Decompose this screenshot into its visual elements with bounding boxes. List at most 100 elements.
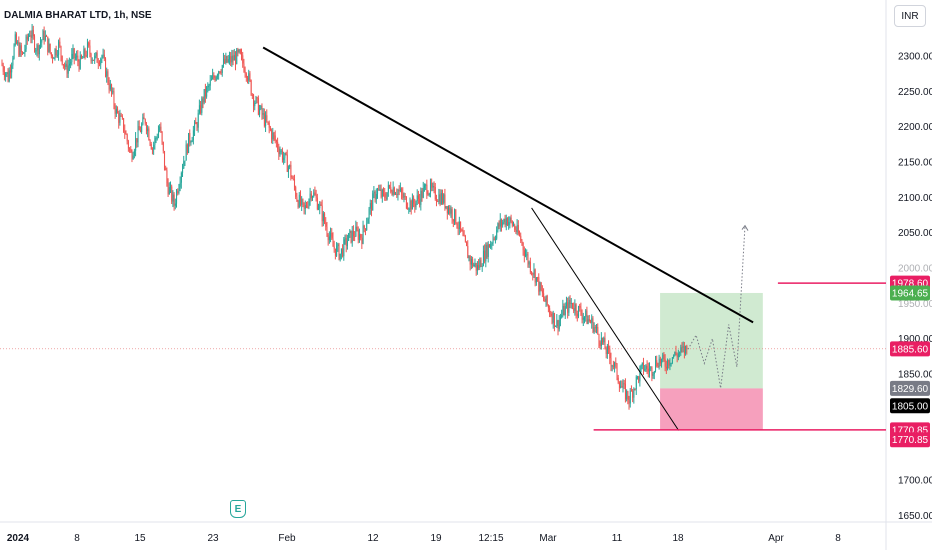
candle (485, 244, 487, 262)
target-zone[interactable] (660, 292, 763, 389)
candle (326, 226, 328, 235)
candle (662, 354, 664, 360)
candle (652, 374, 654, 376)
candle (579, 306, 581, 308)
candle (281, 150, 283, 161)
candle (18, 42, 20, 56)
candle (480, 260, 482, 267)
candle (209, 80, 211, 86)
candle (656, 360, 658, 367)
candle (476, 265, 478, 271)
y-tick-label: 2200.00 (898, 122, 932, 133)
candle (61, 55, 63, 65)
candle (315, 195, 317, 198)
candle (196, 124, 198, 128)
candle (203, 89, 205, 103)
candle (351, 230, 353, 243)
candle (242, 55, 244, 64)
candle (55, 48, 57, 56)
x-tick-label: 15 (134, 533, 146, 544)
candle (680, 347, 682, 353)
candle (79, 55, 81, 69)
candle (681, 347, 683, 349)
candle (325, 222, 327, 227)
candle (448, 207, 450, 214)
candle (277, 142, 279, 149)
candle (154, 138, 156, 145)
candle (397, 190, 399, 195)
candle (227, 59, 229, 63)
candle (220, 72, 222, 74)
candle (521, 240, 523, 243)
candle (508, 222, 510, 226)
candle (685, 345, 687, 354)
steep-trendline[interactable] (531, 207, 680, 431)
candle (333, 246, 335, 249)
candle (37, 45, 39, 55)
x-tick-label: 8 (835, 533, 841, 544)
candle (399, 188, 401, 191)
candle (91, 59, 93, 61)
candle (208, 85, 210, 87)
candle (670, 362, 672, 364)
candle (72, 48, 74, 54)
projection-path[interactable] (687, 225, 746, 389)
candle (355, 226, 357, 237)
candle (59, 41, 61, 47)
badge-1805 (890, 398, 930, 414)
candle (510, 217, 512, 222)
candle (87, 42, 89, 56)
badge-1829-label: 1829.60 (892, 384, 929, 395)
candle (484, 250, 486, 262)
candle (168, 187, 170, 195)
candle (434, 187, 436, 200)
badge-1885-label: 1885.60 (892, 344, 929, 355)
candle (439, 194, 441, 205)
candle (544, 298, 546, 302)
candle (647, 368, 649, 372)
candle (198, 105, 200, 114)
candle (173, 194, 175, 206)
candle (641, 362, 643, 366)
candle (488, 244, 490, 248)
candle (152, 149, 154, 151)
candle (74, 57, 76, 59)
candle (383, 189, 385, 194)
candle (560, 317, 562, 321)
currency-button[interactable]: INR (894, 5, 926, 27)
candle (528, 261, 530, 265)
candle (340, 248, 342, 254)
candle (522, 242, 524, 251)
candle (191, 140, 193, 143)
candle (82, 57, 84, 59)
candle (436, 199, 438, 202)
candle (337, 244, 339, 247)
candle (673, 355, 675, 358)
candle (396, 193, 398, 195)
candle (549, 308, 551, 314)
candle (262, 113, 264, 115)
candle (470, 258, 472, 265)
candle (635, 376, 637, 390)
descending-resistance[interactable] (262, 46, 754, 324)
candle (143, 117, 145, 120)
candle (661, 359, 663, 364)
candle (90, 53, 92, 61)
candle (487, 244, 489, 257)
y-tick-label: 1700.00 (898, 476, 932, 487)
candle (153, 144, 155, 150)
candle (433, 186, 435, 188)
candle (457, 227, 459, 230)
candle (541, 290, 543, 294)
candle (402, 193, 404, 198)
candle (653, 370, 655, 375)
earnings-icon[interactable]: E (230, 500, 246, 518)
candle (318, 208, 320, 210)
candle (250, 80, 252, 95)
badge-1978-label: 1978.60 (892, 279, 929, 290)
stop-zone[interactable] (660, 388, 763, 430)
candle (461, 229, 463, 232)
candle (603, 337, 605, 343)
candle (14, 34, 16, 46)
